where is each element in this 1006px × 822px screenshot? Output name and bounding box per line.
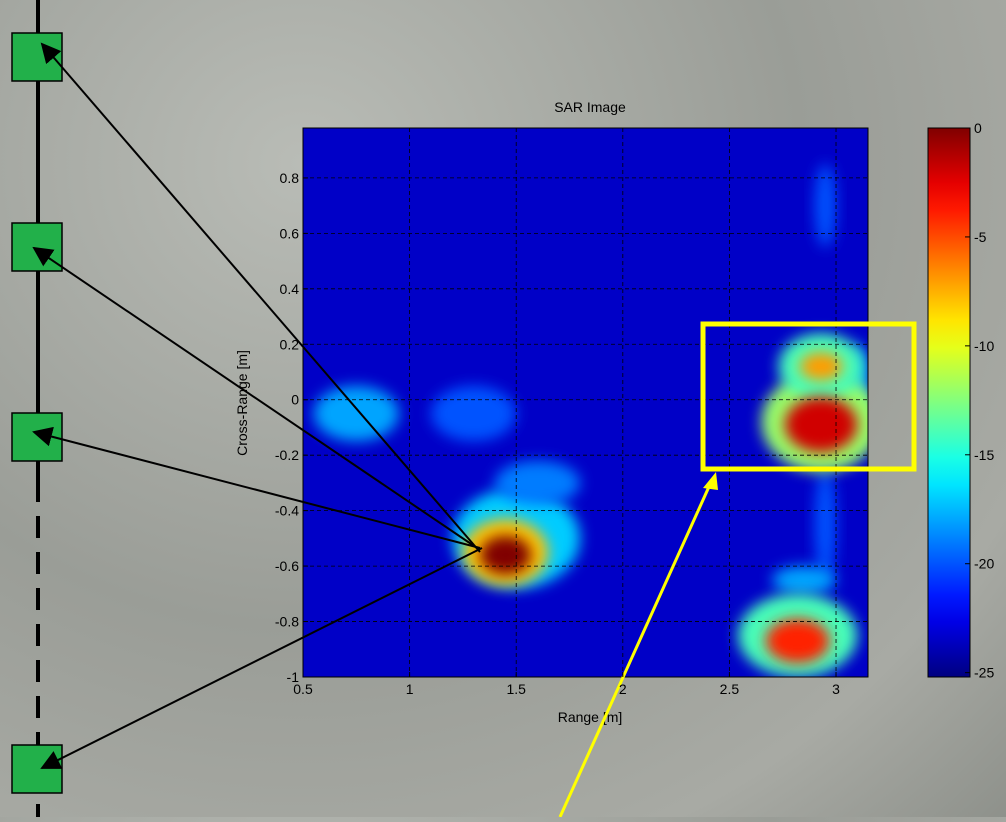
- y-tick-label: 0.8: [280, 170, 300, 186]
- peak: [765, 618, 830, 664]
- y-tick-label: -0.6: [275, 558, 299, 574]
- x-tick-label: 3: [832, 681, 840, 697]
- highlight-box: [700, 321, 917, 472]
- antenna: [11, 744, 63, 794]
- pointer-head: [703, 472, 718, 490]
- peak: [479, 535, 532, 575]
- colorbar-tick-label: 0: [974, 120, 982, 136]
- peak: [784, 396, 858, 453]
- colorbar-tick-label: -25: [974, 665, 994, 681]
- y-tick-label: 0.2: [280, 336, 300, 352]
- y-tick-label: -0.8: [275, 614, 299, 630]
- y-tick-label: 0.6: [280, 225, 300, 241]
- y-tick-label: -0.2: [275, 447, 299, 463]
- pointer-arrow: [558, 479, 714, 818]
- chart-title: SAR Image: [554, 99, 626, 115]
- x-tick-label: 1.5: [506, 681, 526, 697]
- peak: [494, 460, 581, 506]
- peak: [814, 469, 837, 580]
- y-tick-label: -0.4: [275, 503, 299, 519]
- y-tick-label: 0: [291, 392, 299, 408]
- colorbar-tick-label: -15: [974, 447, 994, 463]
- colorbar-tick-label: -10: [974, 338, 994, 354]
- colorbar: [927, 127, 971, 678]
- x-tick-label: 1: [406, 681, 414, 697]
- x-tick-label: 0.5: [293, 681, 313, 697]
- peak: [430, 385, 517, 442]
- colorbar-tick-label: -20: [974, 556, 994, 572]
- arrow: [40, 42, 481, 553]
- axes-box: [302, 127, 869, 678]
- arrow: [32, 246, 481, 551]
- antenna: [11, 222, 63, 272]
- arrow: [40, 547, 483, 769]
- colorbar-tick-label: -5: [974, 229, 987, 245]
- arrow: [32, 426, 481, 549]
- peak: [799, 352, 843, 381]
- x-axis-label: Range [m]: [558, 709, 623, 725]
- peak: [814, 164, 837, 248]
- peak: [772, 566, 837, 594]
- y-tick-label: 0.4: [280, 281, 300, 297]
- x-tick-label: 2: [619, 681, 627, 697]
- x-tick-label: 2.5: [720, 681, 740, 697]
- y-axis-label: Cross-Range [m]: [234, 350, 250, 456]
- peak: [313, 385, 399, 442]
- y-tick-label: -1: [287, 669, 300, 685]
